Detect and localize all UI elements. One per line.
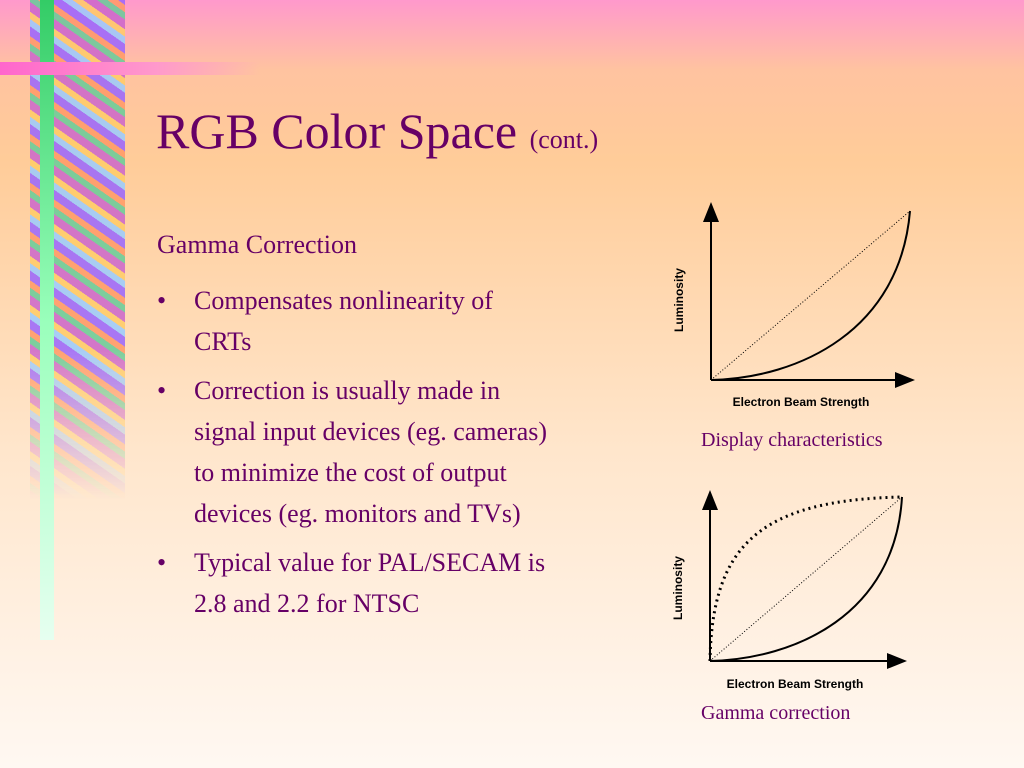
bullet: Compensates nonlinearity of CRTs (157, 280, 552, 362)
figure-gamma: Luminosity Electron Beam Strength Gamma … (671, 490, 907, 724)
x-axis-label: Electron Beam Strength (733, 395, 870, 409)
title-suffix: (cont.) (529, 125, 599, 154)
figure-display: Luminosity Electron Beam Strength Displa… (672, 202, 915, 451)
title: RGB Color Space (cont.) (156, 102, 598, 160)
y-axis-label: Luminosity (672, 268, 686, 332)
caption: Gamma correction (701, 702, 850, 724)
section-heading: Gamma Correction (157, 230, 357, 259)
vertical-bar (40, 0, 54, 640)
display-curve (710, 210, 911, 381)
y-axis-label: Luminosity (671, 556, 685, 620)
horizontal-bar (0, 62, 260, 75)
bullet: Correction is usually made in signal inp… (157, 370, 552, 534)
bullet-list: Compensates nonlinearity of CRTs Correct… (157, 280, 552, 632)
linear-line (709, 496, 903, 662)
linear-line (710, 210, 911, 381)
title-text: RGB Color Space (156, 103, 518, 159)
caption: Display characteristics (701, 429, 883, 451)
bullet: Typical value for PAL/SECAM is 2.8 and 2… (157, 542, 552, 624)
x-axis-label: Electron Beam Strength (727, 677, 864, 691)
display-curve (709, 496, 903, 662)
gamma-curve (708, 495, 903, 662)
